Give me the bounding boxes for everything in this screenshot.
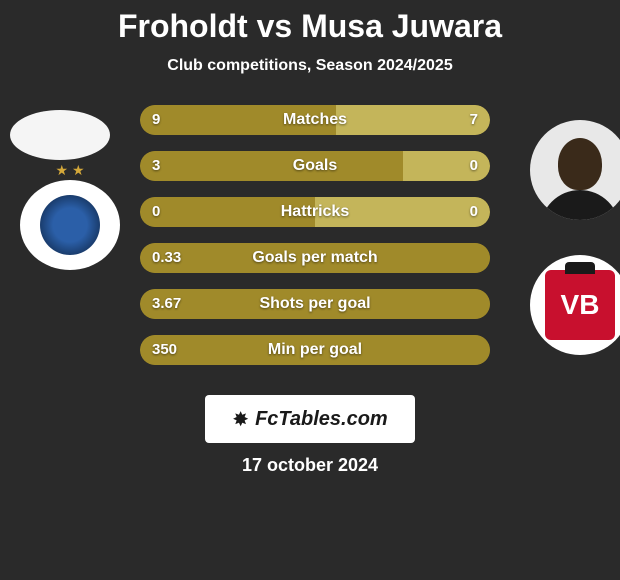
stat-label: Goals per match	[140, 243, 490, 273]
stat-bar: 00Hattricks	[140, 197, 490, 227]
brand-logo: ✸ FcTables.com	[205, 395, 415, 443]
footer-date: 17 october 2024	[0, 455, 620, 476]
brand-icon: ✸	[232, 407, 249, 432]
comparison-title: Froholdt vs Musa Juwara	[0, 0, 620, 45]
stat-bar: 350Min per goal	[140, 335, 490, 365]
stat-label: Min per goal	[140, 335, 490, 365]
comparison-subtitle: Club competitions, Season 2024/2025	[0, 57, 620, 75]
stat-bar: 3.67Shots per goal	[140, 289, 490, 319]
stat-label: Goals	[140, 151, 490, 181]
brand-text: FcTables.com	[255, 408, 388, 431]
stat-bar: 30Goals	[140, 151, 490, 181]
stat-label: Matches	[140, 105, 490, 135]
stat-bar: 0.33Goals per match	[140, 243, 490, 273]
stat-label: Hattricks	[140, 197, 490, 227]
stat-bar: 97Matches	[140, 105, 490, 135]
stat-label: Shots per goal	[140, 289, 490, 319]
comparison-bars: 97Matches 30Goals 00Hattricks 0.33Goals per…	[140, 105, 490, 381]
